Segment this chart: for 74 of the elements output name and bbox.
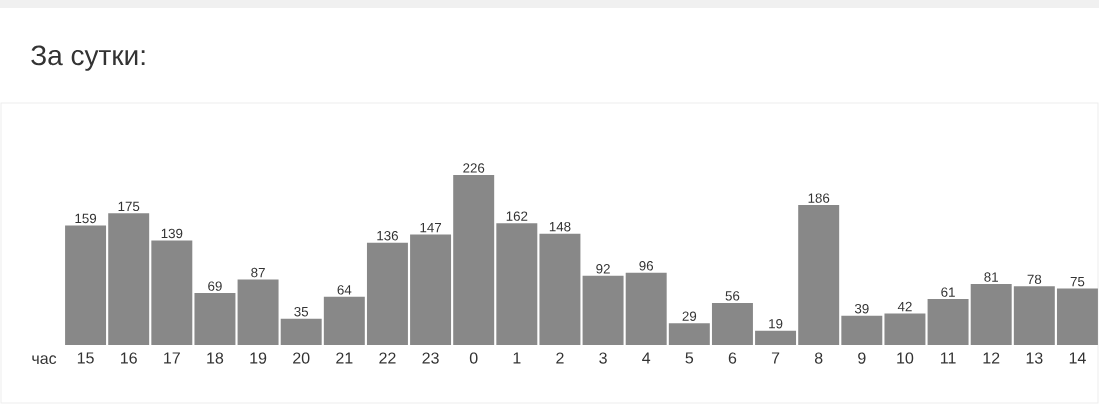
x-tick-label: 11 (940, 352, 956, 364)
data-label: 56 (725, 291, 740, 301)
data-label: 159 (75, 213, 97, 224)
x-tick-label: 13 (1026, 352, 1043, 364)
bar (496, 223, 538, 345)
bar (927, 299, 969, 345)
data-label: 39 (854, 303, 869, 314)
data-label: 175 (118, 201, 140, 212)
x-tick-label: 4 (642, 352, 651, 364)
data-label: 136 (377, 231, 398, 241)
x-tick-label: 17 (164, 352, 180, 364)
data-label: 92 (596, 264, 610, 274)
bar (668, 323, 710, 345)
x-tick-label: 23 (422, 352, 439, 364)
bar (711, 302, 753, 345)
data-label: 69 (208, 281, 222, 291)
data-label: 96 (639, 261, 654, 271)
x-tick-label: 21 (336, 352, 353, 364)
data-label: 35 (294, 306, 309, 317)
x-tick-label: 5 (685, 352, 694, 364)
data-label: 42 (897, 301, 912, 312)
data-label: 147 (420, 222, 442, 233)
data-label: 81 (984, 272, 998, 282)
bar (194, 293, 236, 345)
data-label: 148 (549, 221, 571, 232)
x-tick-label: 20 (293, 352, 310, 364)
x-tick-label: 10 (897, 352, 914, 364)
bar (1056, 288, 1098, 345)
x-tick-label: 16 (121, 352, 137, 364)
bar (970, 284, 1012, 345)
x-tick-label: 8 (814, 352, 823, 364)
bar (366, 242, 408, 345)
bar (151, 240, 193, 345)
x-tick-label: 12 (983, 352, 1000, 364)
x-tick-label: 0 (469, 352, 478, 364)
bar (108, 213, 150, 345)
bar (755, 330, 797, 345)
x-tick-label: 1 (513, 352, 521, 364)
bar (1013, 286, 1055, 345)
bar (453, 175, 495, 345)
x-tick-label: 22 (379, 352, 396, 364)
bar (280, 318, 322, 345)
bar (237, 279, 279, 345)
data-label: 78 (1027, 274, 1042, 285)
bar (884, 313, 926, 345)
bar (410, 234, 452, 345)
bar (582, 275, 624, 345)
data-label: 226 (463, 163, 485, 173)
x-tick-label: 6 (728, 352, 737, 364)
x-tick-label: 15 (77, 352, 94, 364)
x-tick-label: 18 (207, 352, 224, 364)
bar (625, 272, 667, 345)
data-label: 64 (337, 285, 352, 295)
data-label: 87 (251, 267, 265, 278)
data-label: 29 (682, 311, 697, 321)
bar (539, 233, 581, 345)
chart-title: За сутки: (31, 45, 145, 71)
x-tick-label: 7 (771, 352, 780, 364)
x-tick-label: 2 (556, 352, 564, 364)
data-label: 61 (941, 287, 955, 297)
data-label: 186 (808, 193, 830, 203)
x-tick-label: 3 (599, 352, 607, 364)
data-label: 139 (161, 228, 183, 239)
data-label: 75 (1070, 277, 1085, 287)
bar (798, 205, 840, 345)
x-tick-label: 19 (250, 352, 267, 364)
data-label: 19 (769, 319, 783, 329)
bar (65, 225, 107, 345)
x-axis-title: час (32, 355, 57, 365)
bar (841, 315, 883, 345)
x-tick-label: 9 (858, 352, 866, 364)
data-label: 162 (506, 211, 528, 221)
x-tick-label: 14 (1069, 352, 1086, 364)
bar (323, 296, 365, 345)
